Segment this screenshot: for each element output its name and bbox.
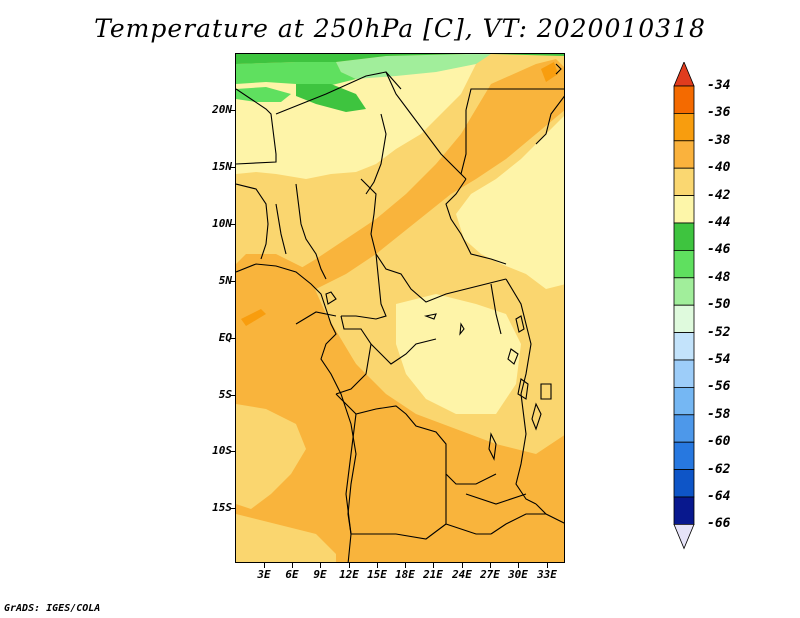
colorbar-segment — [673, 496, 695, 525]
lon-tick — [292, 563, 293, 568]
lon-tick — [377, 563, 378, 568]
colorbar-segment — [673, 277, 695, 306]
chart-title: Temperature at 250hPa [C], VT: 202001031… — [94, 14, 706, 43]
lon-tick — [518, 563, 519, 568]
colorbar-label: -42 — [707, 187, 731, 203]
lon-label: 6E — [285, 568, 299, 581]
lat-tick — [230, 508, 235, 509]
lat-label: 20N — [212, 103, 232, 116]
lat-tick — [230, 167, 235, 168]
colorbar-svg — [673, 60, 695, 550]
colorbar-segment — [673, 249, 695, 279]
lat-tick — [230, 281, 235, 282]
lon-label: 9E — [313, 568, 327, 581]
band-40-sw — [236, 404, 306, 509]
band-38-jet — [276, 59, 564, 299]
lon-label: 3E — [257, 568, 271, 581]
lat-tick — [230, 395, 235, 396]
colorbar-segment — [673, 359, 695, 388]
country-borders — [236, 71, 564, 540]
lon-label: 24E — [452, 568, 472, 581]
band-48 — [336, 54, 491, 79]
lat-label: 10S — [212, 444, 232, 457]
colorbar-segment — [673, 414, 695, 443]
colorbar-label: -34 — [707, 78, 731, 93]
lat-tick — [230, 224, 235, 225]
colorbar-segment — [673, 332, 695, 361]
band-42-center — [396, 294, 521, 414]
lat-label: 10N — [212, 217, 232, 230]
band-40-coast — [236, 514, 336, 562]
colorbar-segment — [673, 113, 695, 142]
colorbar-segment — [673, 195, 695, 224]
lat-label: EQ — [218, 331, 232, 344]
lat-label: 5N — [218, 274, 232, 287]
lon-label: 12E — [339, 568, 359, 581]
band-44 — [236, 54, 564, 64]
lon-tick — [320, 563, 321, 568]
band-46 — [236, 62, 356, 89]
lon-tick — [349, 563, 350, 568]
temperature-map — [235, 53, 565, 563]
lon-tick — [547, 563, 548, 568]
colorbar-label: -46 — [707, 242, 731, 258]
colorbar-label: -38 — [707, 132, 731, 148]
lon-tick — [462, 563, 463, 568]
colorbar-label: -58 — [707, 406, 731, 422]
colorbar-segment — [673, 222, 695, 251]
lon-tick — [433, 563, 434, 568]
colorbar-segment — [673, 167, 695, 196]
coastline — [236, 63, 562, 562]
colorbar-label: -56 — [707, 379, 731, 395]
lat-label: 15N — [212, 160, 232, 173]
lat-label: 15S — [212, 501, 232, 514]
lat-label: 5S — [218, 388, 232, 401]
colorbar-label: -62 — [707, 461, 731, 477]
colorbar-segment — [673, 304, 695, 333]
colorbar-label: -64 — [707, 489, 731, 504]
colorbar-label: -52 — [707, 324, 731, 340]
colorbar-segment — [673, 469, 695, 498]
lon-label: 15E — [367, 568, 387, 581]
colorbar-segment — [673, 60, 695, 87]
lon-tick — [405, 563, 406, 568]
lon-tick — [264, 563, 265, 568]
colorbar-label: -48 — [707, 269, 731, 285]
band-42-east — [456, 116, 564, 289]
colorbar-label: -54 — [707, 352, 731, 367]
colorbar-label: -60 — [707, 434, 731, 450]
lon-label: 27E — [480, 568, 500, 581]
band-36-ne — [541, 62, 558, 82]
lon-label: 30E — [508, 568, 528, 581]
colorbar — [673, 60, 695, 562]
colorbar-segment — [673, 386, 695, 416]
colorbar-segment — [673, 441, 695, 471]
band-38-south — [236, 264, 564, 562]
band-44-lobe — [296, 84, 366, 112]
colorbar-segment — [673, 140, 695, 169]
credit-text: GrADS: IGES/COLA — [4, 603, 101, 614]
colorbar-segment — [673, 85, 695, 114]
colorbar-segment — [673, 523, 695, 550]
lon-tick — [490, 563, 491, 568]
colorbar-label: -36 — [707, 105, 731, 121]
lat-tick — [230, 338, 235, 339]
band-36-streak — [241, 309, 266, 326]
colorbar-label: -66 — [707, 516, 731, 532]
lat-tick — [230, 451, 235, 452]
map-canvas — [236, 54, 564, 562]
colorbar-label: -50 — [707, 297, 731, 313]
colorbar-label: -44 — [707, 215, 731, 230]
lat-tick — [230, 110, 235, 111]
colorbar-label: -40 — [707, 160, 731, 176]
lon-label: 33E — [537, 568, 557, 581]
lon-label: 21E — [423, 568, 443, 581]
lon-label: 18E — [395, 568, 415, 581]
